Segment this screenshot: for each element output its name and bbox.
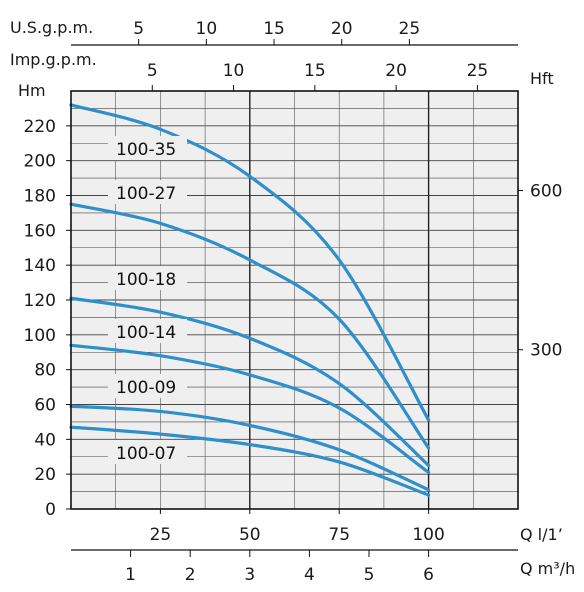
- x-bottom2-tick-label: 2: [185, 565, 196, 585]
- series-label-100-14: 100-14: [116, 323, 176, 343]
- x-top2-tick-label: 10: [223, 61, 245, 81]
- y-left-tick-label: 60: [34, 396, 56, 416]
- x-bottom2-tick-label: 6: [423, 565, 434, 585]
- y-left-axis-label: Hm: [18, 81, 46, 100]
- x-bottom-tick-label: 50: [239, 525, 261, 545]
- series-label-100-07: 100-07: [116, 444, 176, 464]
- y-right-tick-label: 300: [530, 341, 562, 361]
- series-label-100-27: 100-27: [116, 184, 176, 204]
- y-left-tick-label: 40: [34, 430, 56, 450]
- y-left-tick-label: 120: [24, 291, 56, 311]
- x-bottom2-tick-label: 1: [125, 565, 136, 585]
- series-line-100-18: [69, 296, 431, 468]
- x-top2-tick-label: 25: [467, 61, 489, 81]
- series-label-100-09: 100-09: [116, 378, 176, 398]
- x-bottom2-tick-label: 4: [304, 565, 315, 585]
- series-label-bg: [108, 180, 187, 204]
- series-line-100-09: [69, 404, 431, 492]
- x-top1-tick-label: 10: [196, 19, 218, 39]
- series-label-100-18: 100-18: [116, 270, 176, 290]
- y-left-tick-label: 20: [34, 465, 56, 485]
- series-lines: [69, 103, 431, 497]
- y-left-tick-label: 0: [45, 500, 56, 520]
- series-label-bg: [108, 136, 187, 160]
- x-top1-tick-label: 25: [399, 19, 421, 39]
- series-label-100-35: 100-35: [116, 140, 176, 160]
- x-bottom-axis-label: Q l/1’: [520, 525, 563, 544]
- y-left-tick-label: 220: [24, 117, 56, 137]
- series-label-bg: [108, 374, 187, 398]
- y-left-tick-label: 80: [34, 361, 56, 381]
- x-bottom-tick-label: 25: [150, 525, 172, 545]
- y-left-tick-label: 200: [24, 152, 56, 172]
- y-right-axis-label: Hft: [530, 69, 554, 88]
- x-top1-tick-label: 20: [331, 19, 353, 39]
- series-line-100-07: [69, 425, 431, 497]
- series-label-bg: [108, 440, 187, 464]
- x-top1-tick-label: 5: [133, 19, 144, 39]
- series-line-100-14: [69, 343, 431, 475]
- series-label-bg: [108, 266, 187, 290]
- x-bottom-tick-label: 75: [328, 525, 350, 545]
- top2-axis-label: Imp.g.p.m.: [10, 50, 97, 69]
- series-label-bg: [108, 319, 187, 343]
- x-top2-tick-label: 5: [147, 61, 158, 81]
- x-bottom2-axis-label: Q m³/h: [520, 559, 575, 578]
- y-right-tick-label: 600: [530, 181, 562, 201]
- x-top1-tick-label: 15: [263, 19, 285, 39]
- y-left-tick-label: 100: [24, 326, 56, 346]
- series-labels: 100-35 100-27 100-18 100-14 100-09 100-07: [108, 136, 187, 464]
- x-bottom2-tick-label: 3: [244, 565, 255, 585]
- x-bottom-tick-label: 100: [412, 525, 444, 545]
- x-top2-tick-label: 20: [385, 61, 407, 81]
- y-left-tick-label: 140: [24, 256, 56, 276]
- x-top2-tick-label: 15: [304, 61, 326, 81]
- series-line-100-35: [69, 103, 431, 422]
- y-left-tick-label: 160: [24, 221, 56, 241]
- series-line-100-27: [69, 202, 431, 450]
- x-bottom2-tick-label: 5: [364, 565, 375, 585]
- top1-axis-label: U.S.g.p.m.: [10, 18, 93, 37]
- y-left-tick-label: 180: [24, 187, 56, 207]
